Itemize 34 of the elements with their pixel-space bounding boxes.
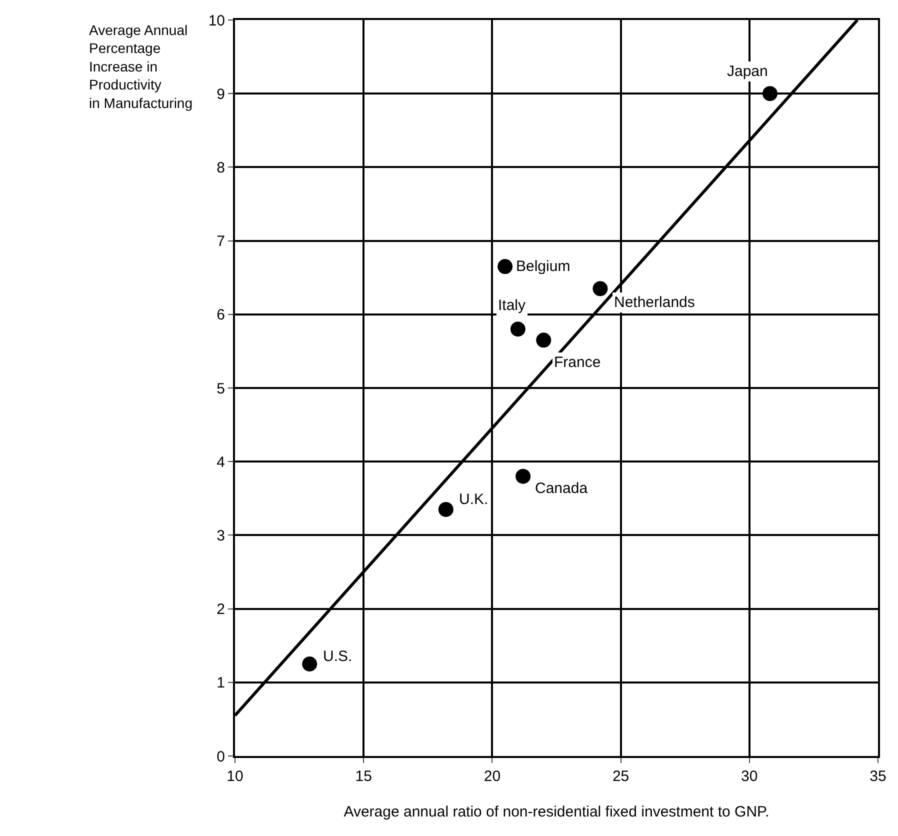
y-tick-label: 4 [216,454,225,471]
annotation: Japan [727,63,768,80]
y-tick-label: 7 [216,233,225,250]
point [536,332,552,348]
point [302,656,318,672]
y-tick-label: 10 [208,12,225,30]
y-tick-label: 1 [216,674,225,692]
x-tick-label: 20 [484,768,501,785]
x-tick-label: 35 [870,768,886,785]
y-tick-label: 8 [216,159,225,176]
point [510,322,526,337]
y-tick-label: 6 [216,306,225,324]
x-axis-title: Average annual ratio of non-residential fixed investment to GNP. [344,804,770,820]
annotation: France [554,354,601,371]
y-tick-label: 2 [216,601,225,618]
y-tick-label: 5 [216,380,225,398]
point [498,259,513,274]
x-tick-label: 30 [741,768,758,785]
annotation: U.S. [323,648,352,665]
point [438,502,454,517]
y-tick-label: 3 [216,527,225,544]
point [762,86,778,102]
annotation: Canada [535,480,588,497]
x-tick-label: 25 [612,768,630,785]
annotation: Belgium [516,258,570,275]
annotation: U.K. [459,491,488,508]
y-axis-title: Average Annual Percentage Increase in Productivity in Manufacturing [89,22,193,111]
annotation: Italy [498,297,526,314]
y-tick-label: 0 [216,748,225,766]
y-tick-label: 9 [216,86,225,103]
x-tick-label: 15 [355,768,372,785]
point [592,281,608,296]
annotation: Netherlands [614,294,695,311]
point [516,468,531,484]
